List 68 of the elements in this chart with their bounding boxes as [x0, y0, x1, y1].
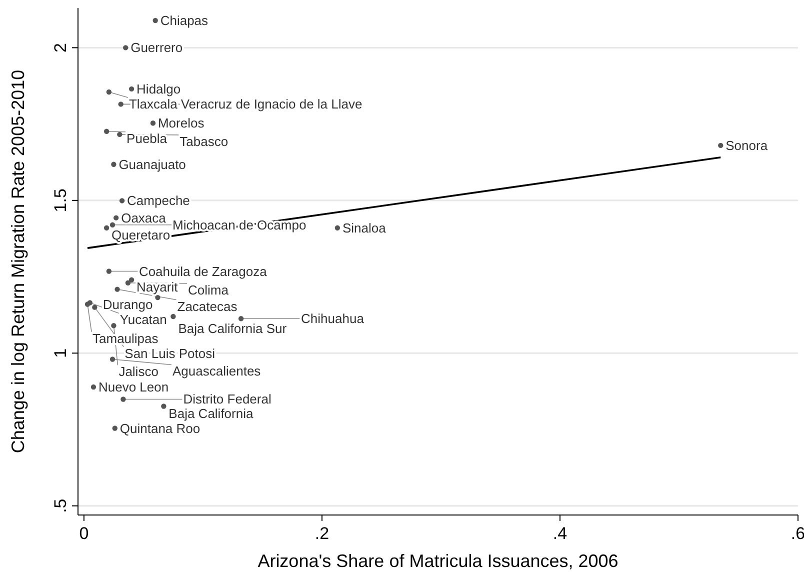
point	[119, 198, 125, 204]
x-tick-label: .2	[314, 524, 330, 543]
point	[118, 102, 124, 107]
x-tick-label: .4	[552, 524, 568, 543]
annotation: Sinaloa	[342, 220, 387, 236]
annotation: Aguascalientes	[172, 364, 262, 379]
point	[92, 304, 98, 310]
point	[112, 426, 118, 431]
point	[117, 132, 122, 138]
annotation: Zacatecas	[177, 298, 238, 314]
point	[170, 314, 176, 320]
annotation: Queretaro	[112, 227, 170, 242]
annotation: Chihuahua	[301, 311, 365, 326]
annotation: Durango	[102, 297, 153, 312]
point	[718, 142, 724, 148]
annotation: Nayarit	[136, 279, 178, 294]
point	[111, 323, 116, 328]
annotation: Oaxaca	[121, 210, 167, 226]
point	[106, 268, 112, 274]
annotation: Nuevo Leon	[98, 380, 169, 395]
annotation: Chiapas	[160, 13, 209, 28]
annotation: Guerrero	[130, 40, 183, 56]
annotation: Coahuila de Zaragoza	[138, 264, 268, 279]
y-tick-label: 1.5	[51, 188, 70, 212]
y-tick-label: 1	[51, 348, 70, 358]
y-tick-label: .5	[51, 498, 70, 513]
point	[152, 18, 158, 24]
point	[114, 286, 120, 292]
point	[120, 396, 126, 402]
annotation: Baja California Sur	[178, 320, 288, 336]
point	[106, 89, 112, 95]
annotation: Baja California	[168, 406, 254, 421]
point	[113, 215, 119, 220]
point	[90, 384, 96, 390]
point	[110, 356, 116, 362]
point	[155, 294, 160, 300]
x-tick-label: 0	[79, 524, 89, 543]
annotation: Tabasco	[180, 134, 228, 149]
y-tick-label: 2	[51, 42, 70, 52]
point	[110, 222, 116, 228]
x-tick-label: .6	[790, 524, 804, 543]
annotation: Jalisco	[118, 364, 158, 380]
annotation: Distrito Federal	[183, 392, 272, 407]
annotation: Puebla	[126, 130, 168, 146]
y-axis-title: Change in log Return Migration Rate 2005-2010	[8, 70, 28, 454]
point	[128, 86, 134, 92]
point	[104, 225, 110, 230]
point	[238, 316, 244, 322]
annotation: San Luis Potosi	[124, 346, 216, 361]
annotation: Quintana Roo	[120, 420, 200, 436]
annotation: Morelos	[158, 116, 205, 131]
point	[84, 302, 90, 307]
point	[123, 45, 128, 50]
annotation: Sonora	[726, 138, 768, 153]
annotation: Hidalgo	[136, 81, 181, 96]
annotation: Veracruz de Ignacio de la Llave	[180, 96, 362, 112]
point	[125, 280, 131, 286]
point	[128, 277, 134, 282]
point	[104, 128, 110, 134]
point	[334, 225, 340, 230]
annotation: Yucatan	[120, 312, 167, 328]
point	[150, 120, 156, 126]
annotation: Campeche	[127, 193, 190, 208]
annotation: Colima	[188, 282, 230, 298]
point	[111, 162, 116, 167]
point	[161, 404, 166, 409]
annotation: Guanajuato	[118, 156, 186, 172]
x-axis-title: Arizona's Share of Matricula Issuances, 2006	[258, 551, 618, 571]
